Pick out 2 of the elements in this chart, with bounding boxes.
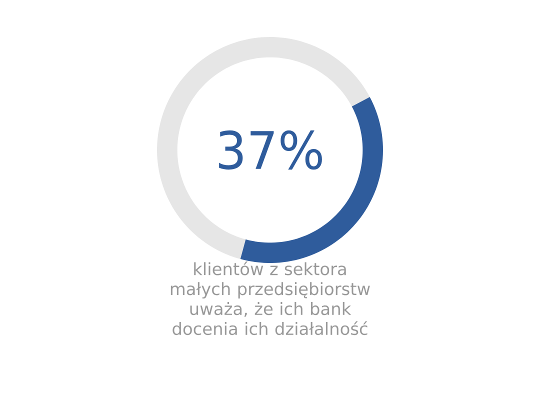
text: klientów z sektora małych przedsiębiorstw uważa, że ich bank docenia ich działalność [170,262,370,336]
data-label: 37% [219,130,322,170]
